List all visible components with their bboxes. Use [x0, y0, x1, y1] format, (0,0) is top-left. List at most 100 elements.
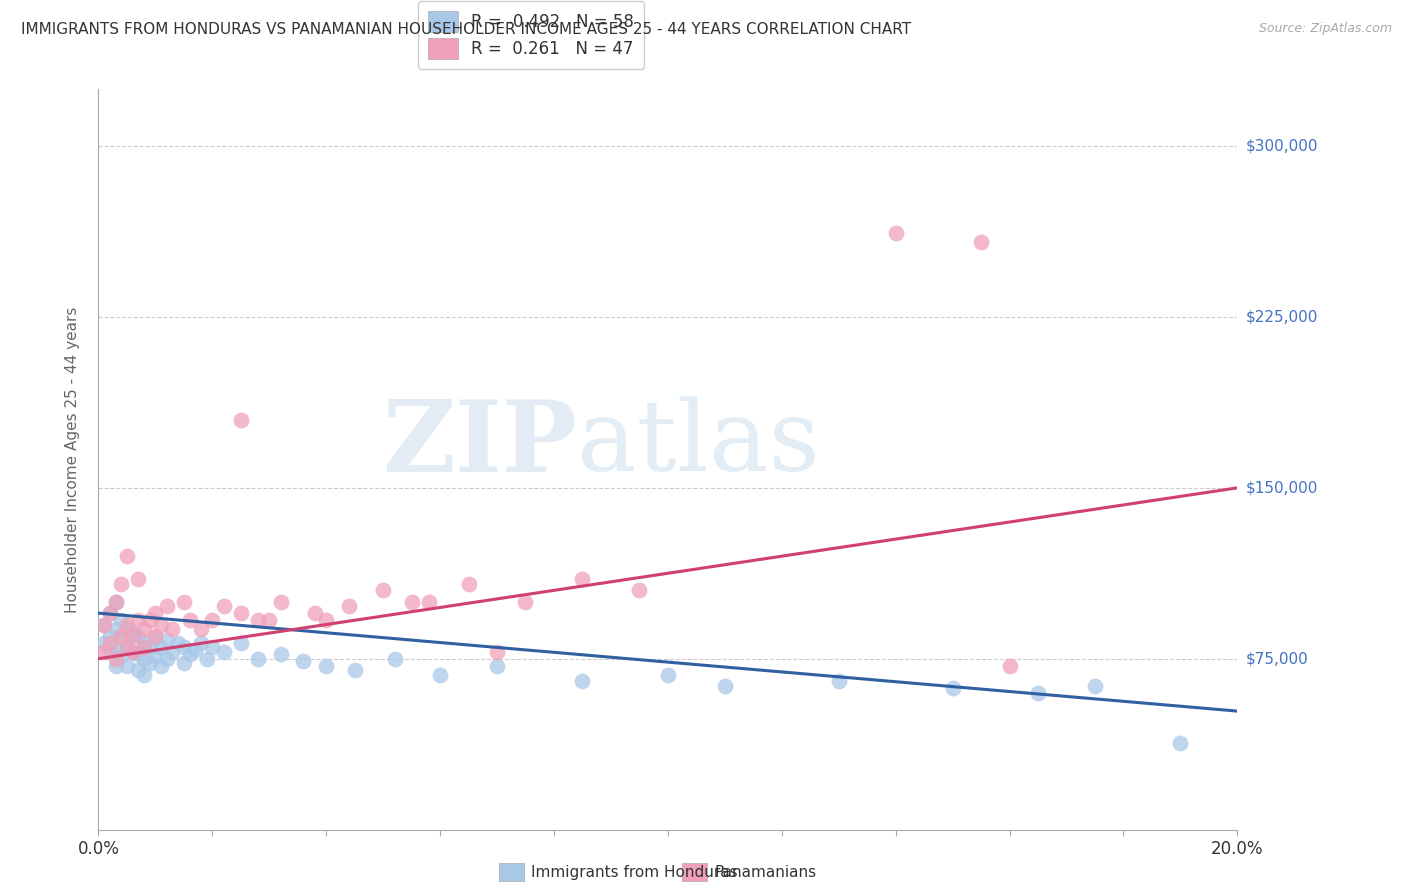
Point	[970, 235, 993, 249]
Point	[150, 640, 173, 655]
Point	[315, 658, 337, 673]
Point	[127, 629, 149, 643]
Point	[167, 636, 190, 650]
Point	[121, 645, 143, 659]
Point	[121, 645, 143, 659]
Point	[195, 651, 218, 665]
Point	[110, 613, 132, 627]
Point	[110, 631, 132, 645]
Legend: R = -0.492   N = 58, R =  0.261   N = 47: R = -0.492 N = 58, R = 0.261 N = 47	[418, 1, 644, 69]
Point	[162, 645, 184, 659]
Point	[401, 595, 423, 609]
Point	[127, 663, 149, 677]
Point	[132, 622, 155, 636]
Point	[98, 629, 121, 643]
Point	[150, 617, 173, 632]
Point	[145, 629, 167, 643]
Point	[104, 651, 127, 665]
Y-axis label: Householder Income Ages 25 - 44 years: Householder Income Ages 25 - 44 years	[65, 306, 80, 613]
Point	[657, 667, 679, 681]
Point	[429, 667, 451, 681]
Text: $75,000: $75,000	[1246, 651, 1309, 666]
Point	[486, 658, 509, 673]
Point	[998, 658, 1021, 673]
Point	[190, 622, 212, 636]
Point	[115, 549, 138, 564]
Point	[115, 658, 138, 673]
Point	[98, 645, 121, 659]
Point	[110, 649, 132, 664]
Text: $150,000: $150,000	[1246, 481, 1317, 495]
Point	[138, 640, 160, 655]
Point	[104, 595, 127, 609]
Point	[384, 651, 406, 665]
Point	[132, 640, 155, 655]
Point	[162, 622, 184, 636]
Point	[270, 647, 292, 661]
Point	[93, 617, 115, 632]
Point	[628, 583, 651, 598]
Point	[104, 622, 127, 636]
Point	[93, 617, 115, 632]
Point	[156, 599, 179, 614]
Point	[1170, 736, 1192, 750]
Point	[115, 640, 138, 655]
Point	[115, 617, 138, 632]
Point	[121, 626, 143, 640]
Point	[104, 595, 127, 609]
Point	[156, 633, 179, 648]
Text: $225,000: $225,000	[1246, 310, 1317, 325]
Point	[828, 674, 851, 689]
Point	[173, 640, 195, 655]
Point	[104, 658, 127, 673]
Text: IMMIGRANTS FROM HONDURAS VS PANAMANIAN HOUSEHOLDER INCOME AGES 25 - 44 YEARS COR: IMMIGRANTS FROM HONDURAS VS PANAMANIAN H…	[21, 22, 911, 37]
Point	[127, 613, 149, 627]
Point	[190, 636, 212, 650]
Point	[315, 613, 337, 627]
Point	[179, 613, 201, 627]
Point	[418, 595, 440, 609]
Point	[292, 654, 315, 668]
Point	[132, 651, 155, 665]
Point	[304, 606, 326, 620]
Point	[201, 640, 224, 655]
Text: ZIP: ZIP	[382, 396, 576, 493]
Point	[259, 613, 281, 627]
Point	[337, 599, 360, 614]
Point	[270, 595, 292, 609]
Point	[173, 595, 195, 609]
Point	[138, 613, 160, 627]
Point	[373, 583, 395, 598]
Point	[229, 636, 252, 650]
Point	[138, 657, 160, 671]
Point	[212, 599, 235, 614]
Text: Panamanians: Panamanians	[714, 865, 817, 880]
Point	[942, 681, 965, 696]
Point	[132, 636, 155, 650]
Point	[246, 651, 269, 665]
Point	[201, 613, 224, 627]
Point	[229, 412, 252, 426]
Point	[571, 572, 593, 586]
Point	[156, 651, 179, 665]
Point	[104, 640, 127, 655]
Point	[884, 226, 907, 240]
Point	[93, 636, 115, 650]
Point	[1026, 686, 1049, 700]
Text: Immigrants from Honduras: Immigrants from Honduras	[531, 865, 738, 880]
Point	[110, 629, 132, 643]
Point	[145, 606, 167, 620]
Text: atlas: atlas	[576, 397, 820, 492]
Point	[150, 658, 173, 673]
Point	[132, 667, 155, 681]
Point	[110, 576, 132, 591]
Point	[184, 642, 207, 657]
Point	[1084, 679, 1107, 693]
Point	[145, 631, 167, 645]
Point	[173, 657, 195, 671]
Point	[93, 645, 115, 659]
Point	[98, 636, 121, 650]
Point	[515, 595, 537, 609]
Point	[457, 576, 479, 591]
Point	[115, 640, 138, 655]
